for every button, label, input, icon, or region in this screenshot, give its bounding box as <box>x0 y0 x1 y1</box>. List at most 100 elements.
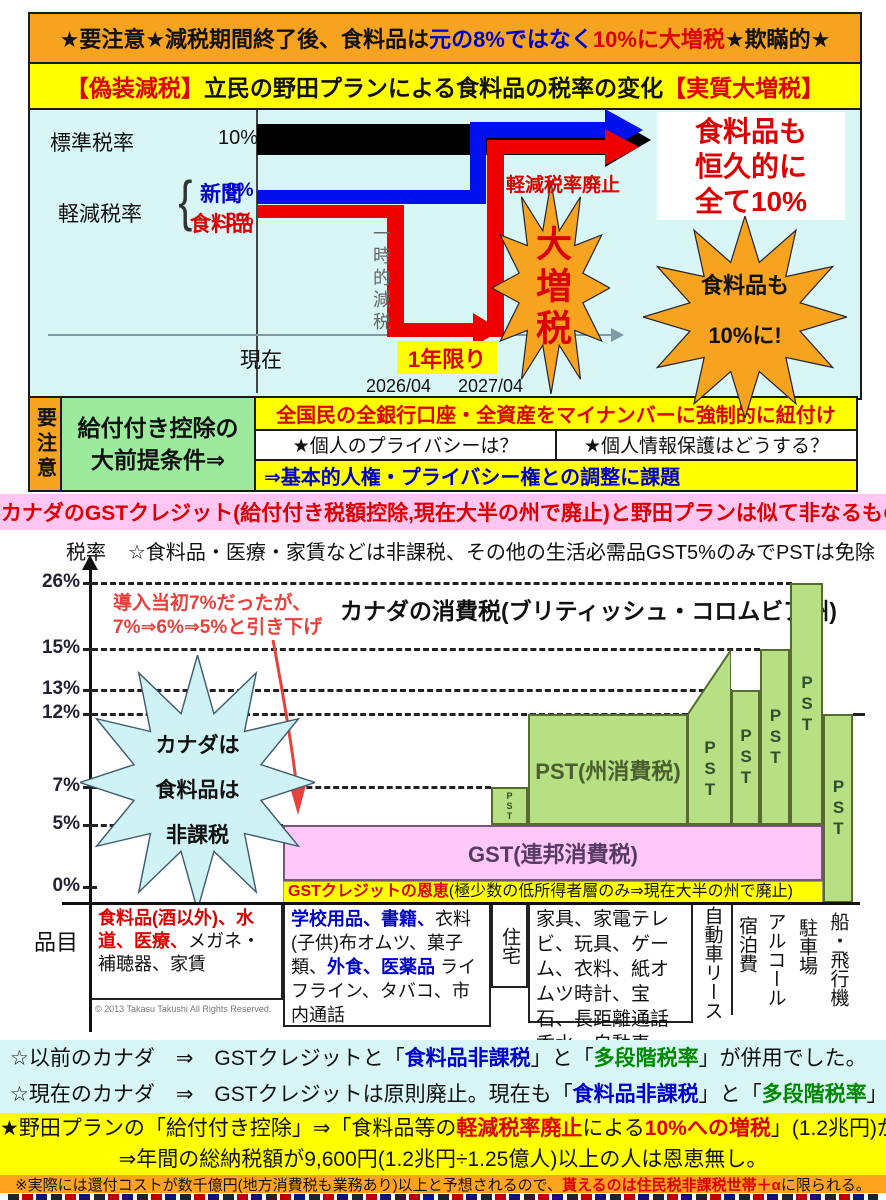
category-divider-1 <box>731 905 733 1015</box>
tick-15 <box>83 648 97 651</box>
burst-food-line1: 食料品も <box>700 273 789 298</box>
gridline-13 <box>92 689 732 692</box>
banner-text-black2: ★欺瞞的★ <box>724 27 831 52</box>
gst-bar: GST(連邦消費税) <box>283 825 823 881</box>
rate-cut-arrow-icon <box>271 639 306 815</box>
footnote-strip: ※実際には還付コストが数千億円(地方消費税も業務あり)以上と予想されるので、 貰え… <box>0 1175 886 1194</box>
pst-bar-boat-plane: PST <box>823 714 853 903</box>
summary-before-bold1: 食料品非課税 <box>404 1047 531 1070</box>
permanent-line3: 全て10% <box>694 185 808 217</box>
category-parking-label: 駐車場 <box>796 917 817 975</box>
footnote-red: 貰えるのは住民税非課税世帯＋α <box>562 1176 781 1194</box>
top-warning-banner: ★要注意★減税期間終了後、食料品は 元の8%ではなく 10%に大増税 ★欺瞞的★ <box>28 12 862 64</box>
human-rights-row: ⇒基本的人権・プライバシー権との調整に課題 <box>256 461 856 490</box>
pst-bar-car-lease: PST <box>687 646 732 825</box>
noda-note-l1-mid: による <box>582 1117 645 1140</box>
category-col-alcohol: アルコール <box>760 905 790 1013</box>
canada-subtitle: ☆食料品・医療・家賃などは非課税、その他の生活必需品GST5%のみでPSTは免除 <box>128 542 875 564</box>
burst-canada-line3: 非課税 <box>166 824 229 847</box>
category-col-hotel: 宿泊費 <box>733 905 760 983</box>
category-col-lease: 自動車リース <box>693 905 731 1020</box>
permanent-line2: 恒久的に <box>694 150 807 182</box>
category-col-boat: 船・飛行機 <box>823 905 853 1013</box>
intro-rate-note: 導入当初7%だったが、 7%⇒6%⇒5%と引き下げ <box>113 592 322 640</box>
ytick-26: 26% <box>41 571 80 592</box>
food-rate-bar-10pct <box>487 140 605 154</box>
standard-rate-label: 標準税率 <box>50 132 134 155</box>
noda-note-l1-red2: 10%への増税 <box>644 1117 771 1140</box>
pst-bar-boat-plane-label: PST <box>829 777 848 840</box>
gridline-12-right <box>853 713 865 716</box>
food-10pct-starburst: 食料品も 10%に! <box>643 216 847 418</box>
canada-x-axis <box>62 902 860 905</box>
category-gst-black2: ライフライン、タバコ、市内通話 <box>291 957 477 1025</box>
newspaper-label: 新聞 <box>200 183 242 206</box>
category-gst-blue1: 学校用品、書籍、 <box>291 909 435 929</box>
big-tax-text: 大増税 <box>531 225 572 351</box>
noda-y-axis <box>256 110 258 393</box>
category-gst-black1: 衣料(子供)布オムツ、菓子類、 <box>291 909 471 977</box>
ytick-13: 13% <box>41 678 80 699</box>
gridline-12 <box>92 713 688 716</box>
pst-bar-housing-label: PST <box>504 791 515 821</box>
date-2027: 2027/04 <box>458 376 524 396</box>
food-rate-bar-8pct <box>257 205 404 218</box>
category-cell-food: 食料品(酒以外)、水道、医療、メガネ・補聴器、家賃 <box>92 905 283 1000</box>
pst-bar-parking-label: PST <box>797 672 817 736</box>
privacy-question-1: ★個人のプライバシーは？ <box>256 430 557 459</box>
category-food-red: 食料品(酒以外)、水道、医療、 <box>98 908 254 951</box>
noda-note-block: ★野田プランの「給付付き控除」⇒「食料品等の軽減税率廃止による10%への増税」(… <box>0 1113 886 1175</box>
burst-canada-line2: 食料品は <box>155 779 240 802</box>
noda-note-l1-post: 」(1.2兆円)が財源 <box>770 1117 886 1140</box>
gridline-26 <box>92 582 792 585</box>
tick-12 <box>83 713 97 716</box>
gst-credit-black: (極少数の低所得者層のみ⇒現在大半の州で廃止) <box>448 883 793 900</box>
privacy-question-2: ★個人情報保護はどうする？ <box>557 430 856 459</box>
gst-bar-label: GST(連邦消費税) <box>468 842 638 867</box>
summary-now-bold2: 多段階税率 <box>761 1083 867 1106</box>
title-left: 【偽装減税】 <box>65 75 204 101</box>
category-hotel-label: 宿泊費 <box>736 915 757 973</box>
premise-line2: 大前提条件⇒ <box>90 447 226 473</box>
gridline-7 <box>92 786 491 789</box>
burst-food-line2: 10%に! <box>708 323 782 348</box>
reduced-rate-label: 軽減税率 <box>58 203 142 226</box>
ytick-7: 7% <box>52 775 80 796</box>
pst-bar-alcohol: PST <box>760 649 790 825</box>
ytick-5: 5% <box>52 813 80 834</box>
bracket-glyph: { <box>178 169 193 232</box>
intro-rate-note-line1: 導入当初7%だったが、 <box>113 593 312 614</box>
category-furniture-text: 家具、家電テレビ、玩具、ゲーム、衣料、紙オムツ時計、宝石、長距離通話 香水、自動… <box>536 909 670 1055</box>
tick-13 <box>83 689 97 692</box>
summary-before-pre: ☆以前のカナダ ⇒ GSTクレジットと「 <box>10 1047 405 1070</box>
banner-text-red: 10%に大増税 <box>592 27 725 52</box>
burst-canada-line1: カナダは <box>155 734 240 757</box>
category-housing-label: 住宅 <box>499 926 520 965</box>
noda-x-axis-arrow-icon <box>611 328 624 342</box>
summary-now-pre: ☆現在のカナダ ⇒ GSTクレジットは原則廃止。現在も「 <box>10 1083 573 1106</box>
pst-bar-hotel: PST <box>731 690 760 825</box>
newspaper-rate: 8% <box>226 180 254 201</box>
copyright-note: © 2013 Takasu Takushi All Rights Reserve… <box>95 1004 272 1014</box>
premise-cell: 給付付き控除の 大前提条件⇒ <box>62 398 256 490</box>
ytick-15: 15% <box>41 637 80 658</box>
noda-note-l1-pre: ★野田プランの「給付付き控除」⇒「食料品等の <box>0 1117 457 1140</box>
summary-before-post: 」が併用でした。 <box>698 1047 867 1070</box>
category-food-black: メガネ・補聴器、家賃 <box>98 931 260 974</box>
permanent-10pct-box: 食料品も 恒久的に 全て10% <box>657 112 845 220</box>
rate-axis-label: 税率 <box>66 542 106 564</box>
noda-x-axis <box>48 334 611 336</box>
category-cell-gst-only: 学校用品、書籍、衣料(子供)布オムツ、菓子類、外食、医薬品 ライフライン、タバコ… <box>283 905 491 1027</box>
food-rate-drop <box>387 205 404 330</box>
now-label: 現在 <box>240 349 282 372</box>
footnote-pre: ※実際には還付コストが数千億円(地方消費税も業務あり)以上と予想されるので、 <box>15 1176 563 1194</box>
caution-right-rows: 全国民の全銀行口座・全資産をマイナンバーに強制的に紐付け ★個人のプライバシーは… <box>256 398 856 490</box>
clipped-text-row <box>8 1194 878 1200</box>
category-boat-label: 船・飛行機 <box>827 911 849 1007</box>
summary-before-row: ☆以前のカナダ ⇒ GSTクレジットと「食料品非課税」と「多段階税率」が併用でし… <box>0 1040 886 1077</box>
food-rate-arrowhead-icon <box>605 129 639 165</box>
banner-text-black1: ★要注意★減税期間終了後、食料品は <box>59 27 430 52</box>
caution-side-strip: 要注意 <box>30 398 62 490</box>
canada-food-exempt-starburst: カナダは 食料品は 非課税 <box>80 655 315 910</box>
